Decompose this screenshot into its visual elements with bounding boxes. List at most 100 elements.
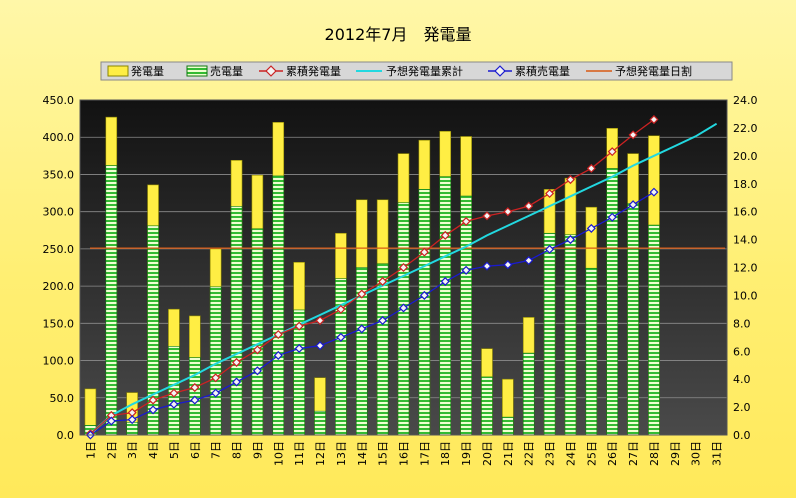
- bars: [84, 116, 660, 436]
- bar-sold: [502, 416, 514, 436]
- right-tick-label: 16.0: [733, 206, 758, 219]
- marker-cumulative-generation: [106, 410, 116, 420]
- line-cumulative-generation: [89, 118, 655, 435]
- marker-cumulative-generation: [336, 304, 346, 314]
- marker-cumulative-sold: [148, 405, 158, 415]
- right-tick-label: 22.0: [733, 122, 758, 135]
- bar-sold: [522, 352, 535, 436]
- x-tick-label: 19日: [460, 441, 473, 466]
- marker-cumulative-generation: [252, 345, 262, 355]
- right-tick-label: 6.0: [733, 345, 751, 358]
- marker-cumulative-sold: [252, 366, 262, 376]
- marker-cumulative-sold: [273, 350, 283, 360]
- marker-cumulative-sold: [482, 261, 492, 271]
- x-tick-label: 17日: [418, 441, 431, 466]
- marker-cumulative-generation: [607, 147, 617, 157]
- marker-cumulative-sold: [628, 200, 638, 210]
- legend-label-gen: 発電量: [131, 64, 164, 78]
- marker-cumulative-generation: [169, 388, 179, 398]
- legend-label-forecast-cum: 予想発電量累計: [386, 64, 463, 78]
- marker-cumulative-sold: [127, 415, 137, 425]
- line-cumulative-sold: [90, 191, 655, 436]
- marker-cumulative-generation: [190, 383, 200, 393]
- x-tick-label: 16日: [398, 441, 411, 466]
- bar-sold: [585, 267, 598, 436]
- marker-cumulative-sold: [503, 260, 513, 270]
- x-tick-label: 3日: [126, 441, 139, 459]
- left-tick-label: 100.0: [43, 355, 75, 368]
- x-tick-label: 29日: [669, 441, 682, 466]
- bar-sold: [481, 376, 493, 436]
- right-axis-ticks: 0.0 2.0 4.0 6.0 8.0 10.0 12.0 14.0 16.0 18.0 20.0 2…: [733, 94, 758, 442]
- left-tick-label: 400.0: [43, 131, 75, 144]
- x-tick-label: 15日: [377, 441, 390, 466]
- marker-cumulative-sold: [607, 212, 617, 222]
- bar-sold: [230, 206, 243, 436]
- right-tick-label: 10.0: [733, 289, 758, 302]
- marker-cumulative-sold: [336, 332, 346, 342]
- marker-cumulative-generation: [232, 357, 242, 367]
- x-tick-label: 1日: [84, 441, 97, 459]
- marker-cumulative-sold: [398, 303, 409, 313]
- x-tick-label: 7日: [210, 441, 223, 459]
- marker-cumulative-generation: [586, 163, 596, 173]
- marker-cumulative-generation: [545, 188, 555, 199]
- bar-sold: [543, 232, 556, 436]
- marker-cumulative-sold: [357, 324, 367, 334]
- legend-label-cum-gen: 累積発電量: [286, 64, 341, 78]
- x-tick-label: 24日: [564, 441, 577, 466]
- legend-swatch-gen: [107, 65, 129, 77]
- marker-cumulative-sold: [169, 399, 179, 409]
- bar-sold: [314, 410, 326, 436]
- legend-label-sell: 売電量: [210, 65, 243, 78]
- bar-sold: [397, 202, 410, 436]
- marker-cumulative-generation: [148, 395, 158, 405]
- left-tick-label: 300.0: [43, 206, 75, 219]
- marker-cumulative-generation: [273, 329, 283, 340]
- right-tick-label: 0.0: [733, 429, 751, 442]
- line-forecast-cumulative: [89, 122, 718, 435]
- x-tick-label: 11日: [293, 441, 306, 466]
- bar-sold: [105, 165, 118, 436]
- legend-label-daily-forecast: 予想発電量日割: [615, 64, 692, 78]
- x-tick-label: 9日: [251, 441, 264, 459]
- x-axis-ticks: 1日 2日 3日 4日 5日 6日 7日 8日 9日 10日 11日 12日 13日 14日 15日 16日 1…: [84, 441, 723, 466]
- right-tick-label: 4.0: [733, 373, 751, 386]
- left-tick-label: 450.0: [43, 94, 75, 107]
- plot-border: [79, 99, 728, 436]
- x-tick-label: 21日: [502, 441, 515, 466]
- x-tick-label: 4日: [147, 441, 160, 459]
- bar-sold: [126, 422, 138, 436]
- right-tick-label: 18.0: [733, 178, 758, 191]
- right-tick-label: 14.0: [733, 234, 758, 247]
- x-tick-label: 12日: [314, 441, 327, 466]
- right-tick-label: 8.0: [733, 317, 751, 330]
- marker-cumulative-sold: [461, 265, 471, 275]
- bar-sold: [439, 176, 452, 436]
- marker-cumulative-generation: [524, 201, 534, 211]
- left-tick-label: 350.0: [43, 168, 75, 181]
- marker-cumulative-sold: [545, 244, 555, 254]
- legend-swatch-sell: [186, 65, 208, 77]
- marker-cumulative-generation: [294, 321, 304, 331]
- x-tick-label: 18日: [439, 441, 452, 466]
- x-tick-label: 28日: [648, 441, 661, 466]
- left-tick-label: 250.0: [43, 243, 75, 256]
- bar-sold: [606, 168, 619, 436]
- x-tick-label: 10日: [272, 441, 285, 466]
- marker-cumulative-sold: [106, 416, 116, 426]
- marker-cumulative-generation: [398, 262, 409, 273]
- marker-cumulative-sold: [232, 377, 242, 387]
- bar-sold: [376, 263, 389, 436]
- x-tick-label: 14日: [356, 441, 369, 466]
- marker-cumulative-generation: [649, 115, 659, 125]
- chart-title: 2012年7月 発電量: [325, 25, 472, 44]
- marker-cumulative-sold: [565, 235, 575, 245]
- marker-cumulative-generation: [378, 276, 388, 286]
- marker-cumulative-sold: [649, 187, 659, 197]
- marker-cumulative-sold: [586, 223, 596, 233]
- x-tick-label: 6日: [189, 441, 202, 459]
- bar-sold: [418, 189, 431, 436]
- x-tick-label: 22日: [523, 441, 536, 466]
